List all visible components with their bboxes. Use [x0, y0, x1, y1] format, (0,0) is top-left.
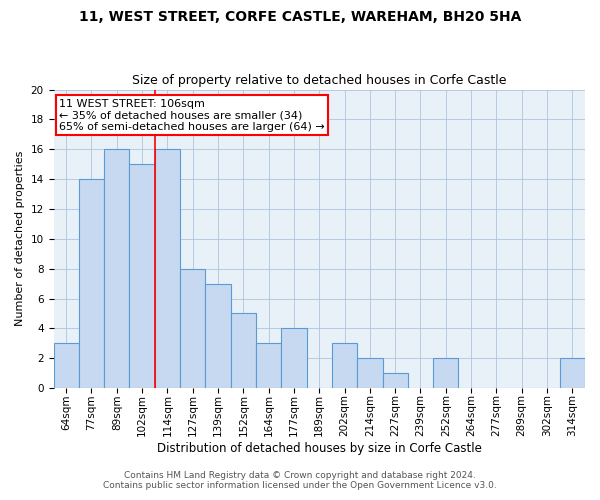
Bar	[433, 358, 458, 388]
Bar	[79, 179, 104, 388]
Bar	[256, 344, 281, 388]
Bar	[230, 314, 256, 388]
Bar	[130, 164, 155, 388]
Bar	[205, 284, 230, 388]
Bar	[104, 150, 130, 388]
Bar	[357, 358, 383, 388]
Text: 11, WEST STREET, CORFE CASTLE, WAREHAM, BH20 5HA: 11, WEST STREET, CORFE CASTLE, WAREHAM, …	[79, 10, 521, 24]
Bar	[180, 268, 205, 388]
Bar	[281, 328, 307, 388]
Bar	[155, 150, 180, 388]
Bar	[332, 344, 357, 388]
Bar	[383, 373, 408, 388]
Bar	[560, 358, 585, 388]
Text: Contains HM Land Registry data © Crown copyright and database right 2024.
Contai: Contains HM Land Registry data © Crown c…	[103, 470, 497, 490]
Text: 11 WEST STREET: 106sqm
← 35% of detached houses are smaller (34)
65% of semi-det: 11 WEST STREET: 106sqm ← 35% of detached…	[59, 98, 325, 132]
X-axis label: Distribution of detached houses by size in Corfe Castle: Distribution of detached houses by size …	[157, 442, 482, 455]
Title: Size of property relative to detached houses in Corfe Castle: Size of property relative to detached ho…	[132, 74, 506, 87]
Bar	[53, 344, 79, 388]
Y-axis label: Number of detached properties: Number of detached properties	[15, 151, 25, 326]
